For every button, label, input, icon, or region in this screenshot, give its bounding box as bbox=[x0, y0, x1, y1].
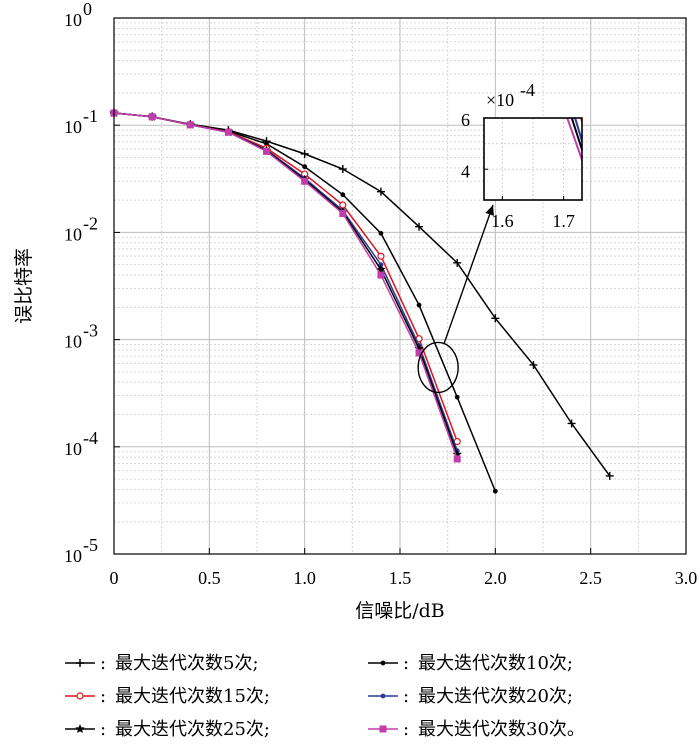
data-point bbox=[339, 210, 347, 218]
legend-colon: : bbox=[100, 686, 106, 707]
data-point bbox=[416, 302, 422, 308]
series-3 bbox=[110, 109, 461, 446]
legend-label: 最大迭代次数15次; bbox=[115, 686, 270, 707]
data-point bbox=[454, 394, 460, 400]
y-tick-exponent: 0 bbox=[83, 0, 92, 19]
data-point bbox=[300, 149, 309, 158]
data-point bbox=[492, 488, 498, 494]
data-point bbox=[453, 258, 462, 267]
data-point bbox=[377, 252, 385, 260]
x-axis-label: 信噪比/dB bbox=[355, 600, 445, 622]
legend-item-4: : 最大迭代次数20次; bbox=[368, 686, 573, 707]
inset-frame bbox=[483, 117, 583, 201]
data-point bbox=[567, 419, 576, 428]
legend-item-6: : 最大迭代次数30次。 bbox=[368, 719, 585, 740]
inset-scale-label: ×10 bbox=[486, 90, 514, 110]
x-tick-label: 0.5 bbox=[198, 568, 221, 588]
legend-label: 最大迭代次数20次; bbox=[418, 686, 573, 707]
x-tick-label: 1.0 bbox=[293, 568, 316, 588]
grid bbox=[114, 18, 686, 555]
legend: : 最大迭代次数5次;: 最大迭代次数10次;: 最大迭代次数15次;: 最大迭代次数2… bbox=[65, 653, 585, 740]
data-point bbox=[263, 147, 271, 155]
series-6 bbox=[110, 109, 461, 463]
zoom-inset: 6 4 1.6 1.7 ×10 -4 bbox=[461, 80, 583, 231]
x-tick-label: 3.0 bbox=[675, 568, 698, 588]
data-point bbox=[340, 192, 346, 198]
y-tick-label: 10 bbox=[64, 332, 82, 352]
y-tick-label: 10 bbox=[64, 224, 82, 244]
data-point bbox=[224, 128, 232, 136]
legend-marker bbox=[75, 724, 85, 734]
legend-item-2: : 最大迭代次数10次; bbox=[368, 653, 573, 674]
y-tick-exponent: -4 bbox=[83, 428, 98, 448]
legend-colon: : bbox=[100, 653, 106, 674]
data-point bbox=[302, 164, 308, 170]
y-tick-label: 10 bbox=[64, 439, 82, 459]
y-tick-exponent: -5 bbox=[83, 535, 98, 555]
data-point bbox=[452, 449, 462, 459]
legend-colon: : bbox=[100, 719, 106, 740]
data-point bbox=[148, 113, 156, 121]
zoom-arrow-line bbox=[443, 204, 494, 344]
y-tick-exponent: -3 bbox=[83, 321, 98, 341]
legend-label: 最大迭代次数5次; bbox=[115, 653, 259, 674]
x-tick-label: 0 bbox=[110, 568, 119, 588]
zoom-arrowhead bbox=[485, 205, 494, 216]
y-axis-label: 误比特率 bbox=[13, 248, 35, 324]
data-point bbox=[415, 222, 424, 231]
legend-marker bbox=[380, 660, 386, 666]
legend-label: 最大迭代次数30次。 bbox=[418, 719, 585, 740]
legend-marker bbox=[76, 692, 84, 700]
data-point bbox=[338, 165, 347, 174]
series-lines bbox=[109, 107, 614, 494]
y-tick-exponent: -1 bbox=[83, 106, 98, 126]
data-point bbox=[376, 264, 386, 274]
data-point bbox=[529, 360, 538, 369]
inset-x-tick-label: 1.6 bbox=[491, 211, 514, 231]
y-tick-label: 10 bbox=[64, 117, 82, 137]
data-point bbox=[377, 271, 385, 279]
data-point bbox=[186, 121, 194, 129]
data-point bbox=[414, 343, 424, 353]
series-line bbox=[113, 112, 458, 442]
series-line bbox=[113, 112, 458, 451]
axis-ticks: 0 0.5 1.0 1.5 2.0 2.5 3.010010-110-210-310-410… bbox=[64, 0, 697, 588]
data-point bbox=[301, 177, 309, 185]
legend-label: 最大迭代次数25次; bbox=[115, 719, 270, 740]
inset-y-tick-label: 4 bbox=[461, 161, 470, 181]
legend-item-5: : 最大迭代次数25次; bbox=[65, 719, 270, 740]
data-point bbox=[376, 187, 385, 196]
legend-marker bbox=[76, 659, 84, 667]
y-tick-label: 10 bbox=[64, 10, 82, 30]
x-tick-label: 1.5 bbox=[389, 568, 412, 588]
legend-marker bbox=[380, 693, 386, 699]
data-point bbox=[378, 230, 384, 236]
legend-label: 最大迭代次数10次; bbox=[418, 653, 573, 674]
legend-colon: : bbox=[403, 686, 409, 707]
legend-colon: : bbox=[403, 653, 409, 674]
data-point bbox=[453, 455, 461, 463]
zoom-ellipse bbox=[417, 341, 459, 394]
inset-scale-exponent: -4 bbox=[520, 80, 535, 100]
x-tick-label: 2.5 bbox=[579, 568, 602, 588]
data-point bbox=[605, 471, 614, 480]
legend-colon: : bbox=[403, 719, 409, 740]
x-tick-label: 2.0 bbox=[484, 568, 507, 588]
inset-y-tick-label: 6 bbox=[461, 110, 470, 130]
legend-item-1: : 最大迭代次数5次; bbox=[65, 653, 259, 674]
legend-marker bbox=[379, 725, 387, 733]
data-point bbox=[491, 314, 500, 323]
y-tick-label: 10 bbox=[64, 546, 82, 566]
y-tick-exponent: -2 bbox=[83, 213, 98, 233]
legend-item-3: : 最大迭代次数15次; bbox=[65, 686, 270, 707]
series-line bbox=[113, 112, 458, 460]
zoom-annotation bbox=[417, 204, 494, 394]
inset-x-tick-label: 1.7 bbox=[552, 211, 575, 231]
